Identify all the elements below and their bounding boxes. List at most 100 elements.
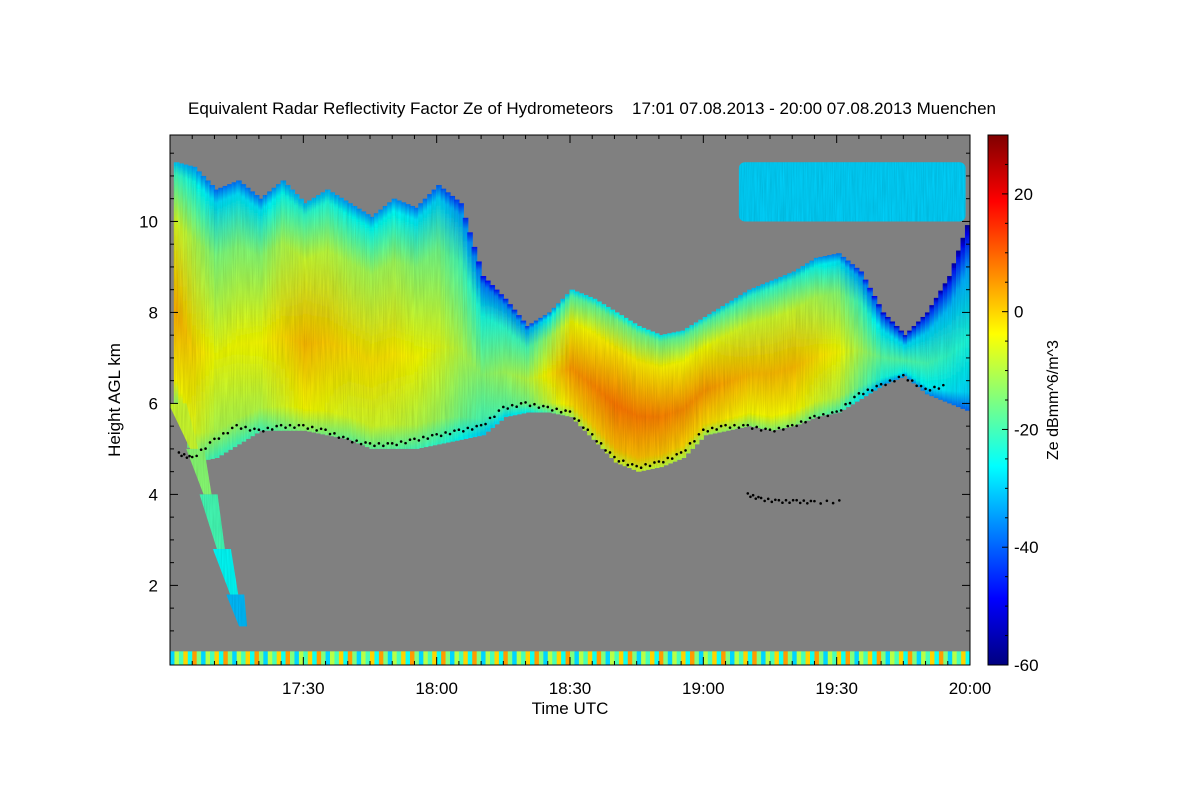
echo-column (182, 164, 189, 433)
clutter-strip (752, 651, 758, 665)
echo-column (844, 260, 851, 408)
lower-dot (759, 496, 763, 500)
melting-layer-dot (737, 426, 741, 429)
clutter-strip (401, 651, 407, 665)
clutter-strip (663, 651, 669, 665)
clutter-strip (667, 651, 673, 665)
melting-layer-dot (213, 437, 216, 441)
clutter-strip (321, 651, 327, 665)
melting-layer-dot (457, 428, 461, 432)
echo-column (782, 275, 789, 428)
echo-column (569, 289, 576, 418)
y-tick-label: 8 (149, 303, 158, 322)
melting-layer-dot (839, 409, 843, 412)
clutter-strip (756, 651, 762, 665)
melting-layer-dot (888, 379, 892, 382)
echo-column (858, 271, 864, 399)
lower-dot (777, 498, 781, 502)
melting-layer-dot (448, 432, 452, 436)
clutter-strip (538, 651, 544, 665)
clutter-strip (174, 651, 180, 665)
echo-column (547, 312, 553, 413)
echo-column (778, 276, 784, 429)
echo-column (560, 298, 567, 416)
clutter-strip (814, 651, 820, 665)
echo-column (471, 246, 478, 438)
melting-layer-dot (373, 444, 376, 448)
echo-column (253, 195, 260, 434)
clutter-strip (761, 651, 767, 665)
clutter-strip (947, 651, 953, 665)
y-tick-label: 10 (139, 212, 158, 231)
clutter-strip (894, 651, 900, 665)
clutter-strip (618, 651, 624, 665)
lower-dot (754, 497, 758, 500)
melting-layer-dot (608, 451, 612, 454)
melting-layer-dot (248, 429, 252, 432)
melting-layer-dot (235, 423, 238, 427)
echo-column (707, 314, 713, 435)
echo-column (733, 297, 740, 429)
clutter-strip (543, 651, 549, 665)
melting-layer-dot (613, 455, 616, 459)
clutter-strip (907, 651, 913, 665)
melting-layer-dot (244, 425, 247, 429)
echo-column (876, 304, 882, 388)
clutter-strip (516, 651, 522, 665)
echo-column (311, 197, 318, 433)
melting-layer-dot (764, 427, 767, 431)
melting-layer-dot (857, 392, 861, 395)
melting-layer-dot (830, 411, 834, 414)
clutter-strip (787, 651, 793, 665)
clutter-strip (747, 651, 753, 665)
echo-column (916, 321, 922, 388)
clutter-strip (223, 651, 229, 665)
echo-column (862, 279, 869, 397)
melting-layer-dot (635, 464, 638, 468)
melting-layer-dot (262, 429, 265, 433)
melting-layer-dot (928, 389, 932, 392)
echo-column (840, 256, 847, 410)
echo-column (613, 312, 620, 463)
echo-column (667, 333, 673, 464)
melting-layer-dot (902, 373, 905, 377)
clutter-strip (196, 651, 202, 665)
melting-layer-dot (742, 423, 745, 427)
clutter-strip (832, 651, 838, 665)
clutter-strip (681, 651, 687, 665)
clutter-strip (916, 651, 922, 665)
clutter-strip (285, 651, 291, 665)
echo-column (724, 303, 731, 431)
melting-layer-dot (217, 437, 221, 440)
melting-layer-dot (813, 414, 816, 418)
clutter-strip (210, 651, 215, 665)
clutter-strip (694, 651, 700, 665)
clutter-strip (725, 651, 731, 665)
clutter-strip (845, 651, 851, 665)
melting-layer-dot (884, 383, 887, 387)
melting-layer-dot (230, 426, 234, 430)
echo-column (720, 306, 727, 432)
clutter-strip (298, 651, 304, 665)
echo-column (956, 250, 962, 408)
clutter-strip (934, 651, 940, 665)
melting-layer-dot (582, 426, 585, 429)
melting-layer-dot (355, 439, 358, 442)
lower-dot (751, 493, 755, 497)
echo-column (293, 194, 300, 431)
echo-column (920, 316, 927, 391)
clutter-strip (423, 651, 429, 665)
melting-layer-dot (533, 402, 536, 406)
clutter-strip (432, 651, 438, 665)
clutter-strip (796, 651, 802, 665)
clutter-strip (614, 651, 620, 665)
clutter-strip (254, 651, 260, 665)
clutter-strip (485, 651, 491, 665)
echo-column (702, 316, 709, 436)
echo-column (493, 289, 500, 425)
melting-layer-dot (519, 402, 523, 405)
melting-layer-dot (595, 440, 598, 443)
colorbar-tick-label: -40 (1014, 538, 1039, 557)
echo-column (467, 232, 473, 438)
melting-layer-dot (546, 405, 550, 409)
